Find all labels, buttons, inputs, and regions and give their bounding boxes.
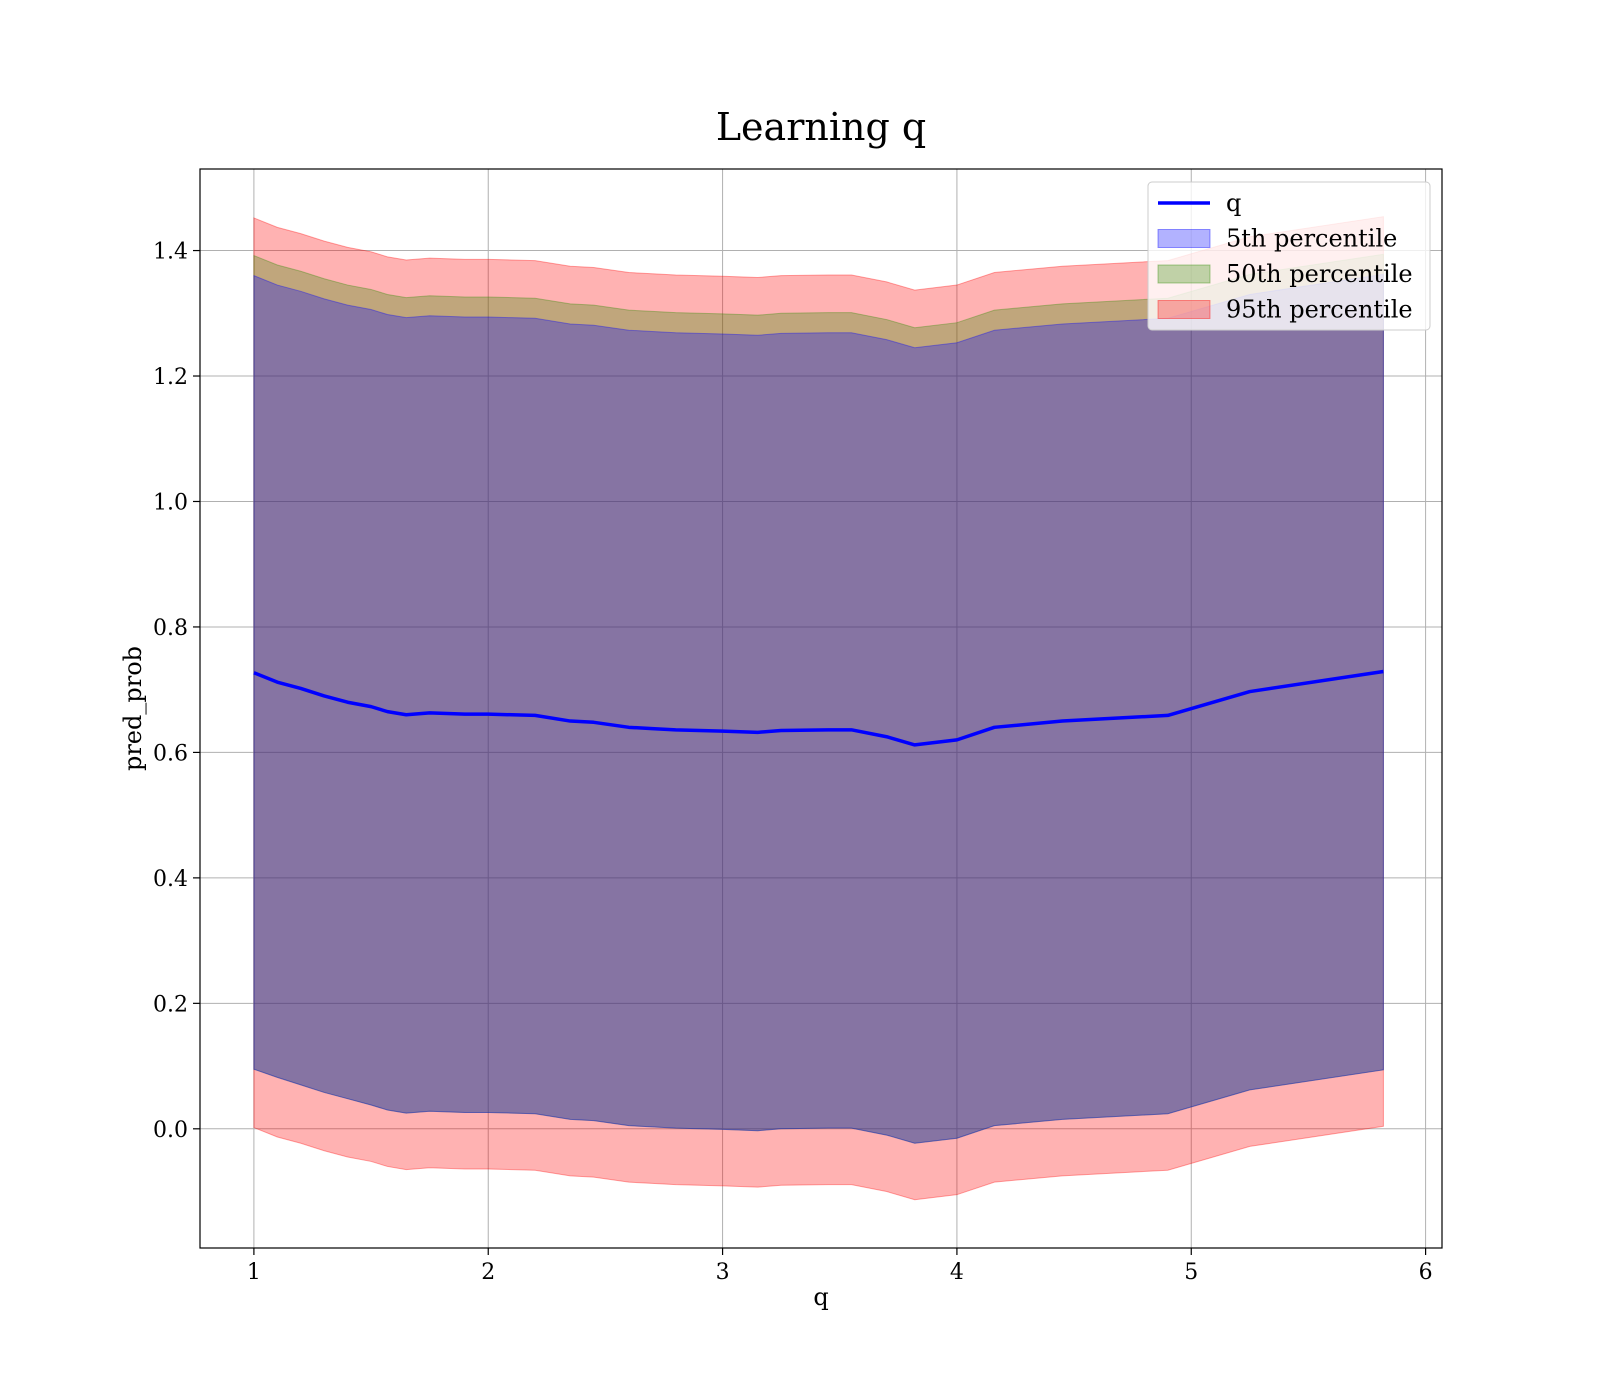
y-tick-label: 1.2 bbox=[153, 365, 188, 390]
legend-swatch-95th-percentile bbox=[1157, 300, 1211, 319]
legend-swatch-50th-percentile bbox=[1157, 264, 1211, 284]
50th-percentile-band bbox=[253, 253, 1384, 1144]
percentile-bands bbox=[253, 216, 1384, 1201]
95th-percentile-band bbox=[253, 216, 1384, 1201]
legend-label: 5th percentile bbox=[1226, 225, 1397, 253]
legend-swatch-5th-percentile bbox=[1157, 229, 1211, 248]
legend-box bbox=[1147, 181, 1431, 331]
chart-title: Learning q bbox=[716, 105, 926, 149]
x-tick-label: 1 bbox=[247, 1260, 261, 1285]
legend-label: 50th percentile bbox=[1226, 260, 1413, 288]
y-tick-label: 0.6 bbox=[153, 741, 188, 766]
x-tick-label: 3 bbox=[716, 1260, 730, 1285]
y-tick-label: 1.0 bbox=[153, 490, 188, 515]
q-line-layer bbox=[253, 669, 1384, 747]
y-axis-label: pred_prob bbox=[119, 646, 147, 771]
5th-percentile-band bbox=[253, 273, 1384, 1144]
grid bbox=[200, 169, 1442, 1248]
x-tick-label: 4 bbox=[950, 1260, 964, 1285]
y-tick-label: 0.0 bbox=[153, 1118, 188, 1143]
y-tick-label: 0.8 bbox=[153, 616, 188, 641]
y-tick-label: 1.4 bbox=[153, 240, 188, 265]
legend-label: 95th percentile bbox=[1226, 296, 1413, 324]
plot-frame bbox=[199, 168, 1443, 1249]
x-tick-label: 6 bbox=[1419, 1260, 1433, 1285]
y-tick-label: 0.4 bbox=[153, 867, 188, 892]
x-tick-label: 5 bbox=[1184, 1260, 1198, 1285]
legend: q 5th percentile 50th percentile 95th perce… bbox=[1147, 181, 1431, 331]
q-line bbox=[253, 669, 1384, 747]
ticks: 1 2 3 4 5 6 0.0 0.2 0.4 0.6 0.8 1.0 1.2 1.4 bbox=[153, 240, 1433, 1285]
x-tick-label: 2 bbox=[481, 1260, 495, 1285]
x-axis-label: q bbox=[813, 1283, 828, 1311]
legend-label: q bbox=[1226, 189, 1241, 217]
y-tick-label: 0.2 bbox=[153, 992, 188, 1017]
